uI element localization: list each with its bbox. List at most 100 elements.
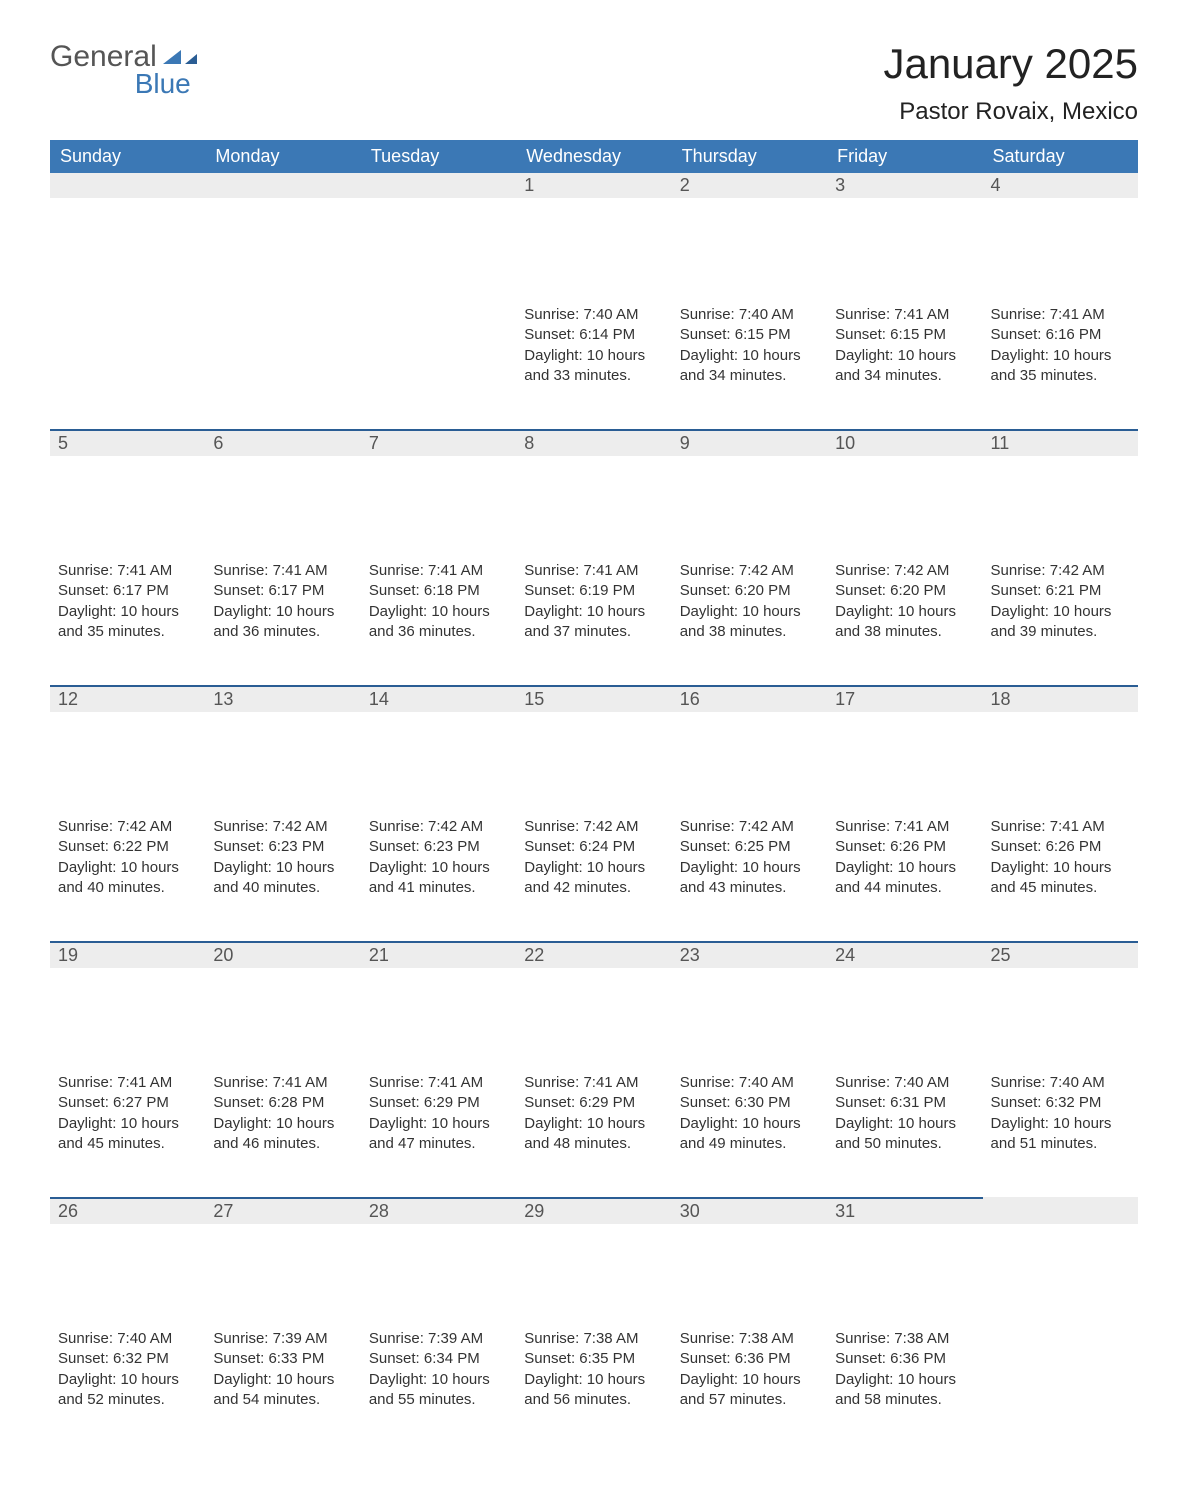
day-detail-line: Daylight: 10 hours	[680, 858, 819, 878]
day-cell-body: Sunrise: 7:42 AMSunset: 6:20 PMDaylight:…	[672, 557, 827, 685]
day-detail-line: and 50 minutes.	[835, 1134, 974, 1154]
day-cell-body: Sunrise: 7:38 AMSunset: 6:35 PMDaylight:…	[516, 1325, 671, 1453]
day-number: 19	[50, 941, 205, 968]
day-detail-line: Sunrise: 7:41 AM	[524, 561, 663, 581]
day-details: Sunrise: 7:41 AMSunset: 6:26 PMDaylight:…	[983, 813, 1138, 912]
day-number	[205, 173, 360, 198]
day-detail-line: and 38 minutes.	[835, 622, 974, 642]
day-details: Sunrise: 7:41 AMSunset: 6:29 PMDaylight:…	[361, 1069, 516, 1168]
day-details: Sunrise: 7:41 AMSunset: 6:16 PMDaylight:…	[983, 301, 1138, 400]
day-number	[983, 1197, 1138, 1224]
day-number: 14	[361, 685, 516, 712]
day-detail-line: and 45 minutes.	[991, 878, 1130, 898]
day-detail-line: Sunset: 6:33 PM	[213, 1349, 352, 1369]
day-detail-line: Daylight: 10 hours	[58, 602, 197, 622]
day-detail-line: Daylight: 10 hours	[835, 602, 974, 622]
day-cell-body: Sunrise: 7:41 AMSunset: 6:27 PMDaylight:…	[50, 1069, 205, 1197]
day-detail-line: Sunset: 6:14 PM	[524, 325, 663, 345]
week-body-row: Sunrise: 7:41 AMSunset: 6:27 PMDaylight:…	[50, 1069, 1138, 1197]
day-details: Sunrise: 7:42 AMSunset: 6:20 PMDaylight:…	[672, 557, 827, 656]
day-details: Sunrise: 7:40 AMSunset: 6:32 PMDaylight:…	[983, 1069, 1138, 1168]
day-detail-line: and 52 minutes.	[58, 1390, 197, 1410]
day-details: Sunrise: 7:42 AMSunset: 6:23 PMDaylight:…	[361, 813, 516, 912]
day-cell-body: Sunrise: 7:41 AMSunset: 6:16 PMDaylight:…	[983, 301, 1138, 429]
day-detail-line: Daylight: 10 hours	[991, 1114, 1130, 1134]
day-cell-body: Sunrise: 7:41 AMSunset: 6:29 PMDaylight:…	[361, 1069, 516, 1197]
day-detail-line: and 44 minutes.	[835, 878, 974, 898]
day-detail-line: Sunset: 6:25 PM	[680, 837, 819, 857]
day-detail-line: Sunrise: 7:39 AM	[213, 1329, 352, 1349]
weekday-header: Wednesday	[516, 140, 671, 173]
day-detail-line: Sunset: 6:21 PM	[991, 581, 1130, 601]
day-detail-line: Daylight: 10 hours	[58, 858, 197, 878]
day-number: 24	[827, 941, 982, 968]
day-details: Sunrise: 7:40 AMSunset: 6:30 PMDaylight:…	[672, 1069, 827, 1168]
day-number: 2	[672, 173, 827, 198]
day-detail-line: and 47 minutes.	[369, 1134, 508, 1154]
day-detail-line: and 56 minutes.	[524, 1390, 663, 1410]
day-details: Sunrise: 7:41 AMSunset: 6:19 PMDaylight:…	[516, 557, 671, 656]
day-detail-line: Daylight: 10 hours	[835, 1114, 974, 1134]
day-number: 30	[672, 1197, 827, 1224]
day-cell-number: 29	[516, 1197, 671, 1325]
day-cell-number: 6	[205, 429, 360, 557]
day-detail-line: and 33 minutes.	[524, 366, 663, 386]
day-details: Sunrise: 7:40 AMSunset: 6:31 PMDaylight:…	[827, 1069, 982, 1168]
day-number: 3	[827, 173, 982, 198]
day-cell-body: Sunrise: 7:40 AMSunset: 6:15 PMDaylight:…	[672, 301, 827, 429]
logo-text-blue: Blue	[50, 68, 197, 100]
day-detail-line: Daylight: 10 hours	[524, 1370, 663, 1390]
day-cell-number: 23	[672, 941, 827, 1069]
day-cell-number: 27	[205, 1197, 360, 1325]
day-details: Sunrise: 7:38 AMSunset: 6:35 PMDaylight:…	[516, 1325, 671, 1424]
day-number: 9	[672, 429, 827, 456]
day-detail-line: Daylight: 10 hours	[524, 602, 663, 622]
day-detail-line: Sunrise: 7:42 AM	[835, 561, 974, 581]
day-number: 13	[205, 685, 360, 712]
week-daynum-row: 1234	[50, 173, 1138, 301]
day-cell-body: Sunrise: 7:41 AMSunset: 6:18 PMDaylight:…	[361, 557, 516, 685]
day-cell-body: Sunrise: 7:40 AMSunset: 6:31 PMDaylight:…	[827, 1069, 982, 1197]
day-number: 21	[361, 941, 516, 968]
day-cell-number: 12	[50, 685, 205, 813]
day-detail-line: and 58 minutes.	[835, 1390, 974, 1410]
day-detail-line: and 57 minutes.	[680, 1390, 819, 1410]
day-detail-line: Sunset: 6:19 PM	[524, 581, 663, 601]
day-number: 27	[205, 1197, 360, 1224]
day-cell-number: 19	[50, 941, 205, 1069]
weekday-header: Thursday	[672, 140, 827, 173]
week-daynum-row: 19202122232425	[50, 941, 1138, 1069]
day-detail-line: and 35 minutes.	[991, 366, 1130, 386]
day-detail-line: Daylight: 10 hours	[369, 602, 508, 622]
day-detail-line: Sunset: 6:30 PM	[680, 1093, 819, 1113]
day-details: Sunrise: 7:41 AMSunset: 6:17 PMDaylight:…	[205, 557, 360, 656]
day-detail-line: Sunset: 6:18 PM	[369, 581, 508, 601]
day-cell-number: 14	[361, 685, 516, 813]
day-detail-line: Sunset: 6:17 PM	[213, 581, 352, 601]
day-detail-line: Daylight: 10 hours	[991, 602, 1130, 622]
day-detail-line: Daylight: 10 hours	[524, 858, 663, 878]
day-cell-number: 8	[516, 429, 671, 557]
day-detail-line: and 54 minutes.	[213, 1390, 352, 1410]
day-cell-number: 17	[827, 685, 982, 813]
day-cell-body: Sunrise: 7:42 AMSunset: 6:23 PMDaylight:…	[361, 813, 516, 941]
day-cell-body: Sunrise: 7:39 AMSunset: 6:34 PMDaylight:…	[361, 1325, 516, 1453]
day-detail-line: and 40 minutes.	[213, 878, 352, 898]
day-number: 8	[516, 429, 671, 456]
day-number: 23	[672, 941, 827, 968]
day-detail-line: Daylight: 10 hours	[58, 1114, 197, 1134]
day-detail-line: Sunrise: 7:41 AM	[991, 817, 1130, 837]
day-detail-line: Daylight: 10 hours	[680, 346, 819, 366]
day-number: 25	[983, 941, 1138, 968]
day-details: Sunrise: 7:41 AMSunset: 6:28 PMDaylight:…	[205, 1069, 360, 1168]
day-detail-line: Sunrise: 7:42 AM	[213, 817, 352, 837]
day-detail-line: and 36 minutes.	[369, 622, 508, 642]
day-cell-number: 1	[516, 173, 671, 301]
day-details	[205, 301, 360, 319]
day-detail-line: Sunset: 6:16 PM	[991, 325, 1130, 345]
day-detail-line: and 49 minutes.	[680, 1134, 819, 1154]
day-detail-line: Daylight: 10 hours	[58, 1370, 197, 1390]
day-cell-number: 15	[516, 685, 671, 813]
day-cell-body: Sunrise: 7:41 AMSunset: 6:19 PMDaylight:…	[516, 557, 671, 685]
day-detail-line: Sunrise: 7:41 AM	[835, 305, 974, 325]
